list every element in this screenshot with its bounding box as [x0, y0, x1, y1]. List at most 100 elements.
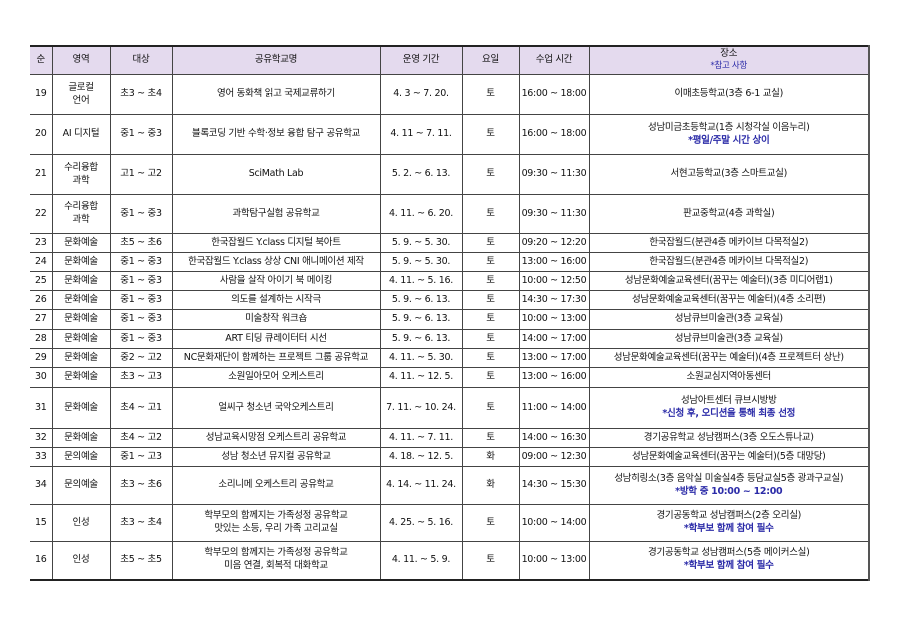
row-area: 문화예술: [51, 252, 111, 272]
row-target: 초4 ~ 고2: [109, 428, 173, 448]
header-no: 순: [30, 45, 53, 75]
row-day: 토: [461, 290, 520, 310]
row-place-text: 성남큐브미술관(3층 교육실): [674, 313, 783, 325]
header-name: 공유학교명: [171, 45, 381, 75]
row-no: 29: [30, 348, 53, 368]
row-target: 중1 ~ 중3: [109, 290, 173, 310]
row-target: 중2 ~ 고2: [109, 348, 173, 368]
row-area-line: 수리융합: [64, 201, 98, 213]
row-name-line: 얼씨구 청소년 국악오케스트리: [218, 401, 334, 413]
row-place: 성남문화예술교육센터(꿈꾸는 예술터)(5층 대망당): [588, 447, 870, 467]
table-row: 16 인성 초5 ~ 초5 학부모의 함께지는 가족성정 공유학교 미음 연결, 회복적…: [30, 541, 870, 580]
row-name-line: 영어 동화책 읽고 국제교류하기: [217, 88, 335, 100]
row-period: 4. 3 ~ 7. 20.: [379, 74, 463, 115]
row-day: 토: [461, 367, 520, 388]
row-area-line: 글로컬: [68, 81, 94, 93]
row-target: 초5 ~ 초5: [109, 541, 173, 580]
row-day: 토: [461, 504, 520, 542]
row-target: 초4 ~ 고1: [109, 387, 173, 429]
row-place-text: 성남미금초등학교(1층 시청각실 이음누리): [648, 121, 810, 133]
row-name: 소리니메 오케스트리 공유학교: [171, 466, 381, 505]
row-area-line: 문화예술: [64, 431, 98, 443]
row-name: NC문화재단이 함께하는 프로젝트 그룹 공유학교: [171, 348, 381, 368]
row-place-text: 성남문화예술교육센터(꿈꾸는 예술터)(4층 프로젝트터 상난): [613, 351, 844, 363]
row-period: 5. 9. ~ 5. 30.: [379, 252, 463, 272]
row-period: 5. 9. ~ 6. 13.: [379, 309, 463, 330]
table-row: 32 문화예술 초4 ~ 고2 성남교육시망점 오케스트리 공유학교 4. 11. ~ …: [30, 428, 870, 448]
row-period: 4. 11. ~ 5. 30.: [379, 348, 463, 368]
row-no: 24: [30, 252, 53, 272]
row-no: 21: [30, 154, 53, 195]
row-place-text: 경기공유학교 성남캠퍼스(3층 오도스튜나교): [643, 431, 814, 443]
row-area-line: 문화예술: [64, 351, 98, 363]
row-name: 학부모의 함께지는 가족성정 공유학교 맛있는 소등, 우리 가족 고리교실: [171, 504, 381, 542]
row-name: SciMath Lab: [171, 154, 381, 195]
row-no: 33: [30, 447, 53, 467]
row-target: 중1 ~ 중3: [109, 114, 173, 155]
row-name: ART 티딩 큐레이터터 시선: [171, 329, 381, 349]
row-time: 14:00 ~ 17:00: [518, 329, 590, 349]
row-name: 성남 청소년 뮤지컬 공유학교: [171, 447, 381, 467]
row-name: 영어 동화책 읽고 국제교류하기: [171, 74, 381, 115]
row-time: 13:00 ~ 17:00: [518, 348, 590, 368]
row-name: 과학탐구실험 공유학교: [171, 194, 381, 234]
row-time: 10:00 ~ 13:00: [518, 309, 590, 330]
row-no: 31: [30, 387, 53, 429]
row-area: 문의예술: [51, 447, 111, 467]
row-period: 4. 11 ~ 7. 11.: [379, 114, 463, 155]
row-period: 5. 2. ~ 6. 13.: [379, 154, 463, 195]
table-row: 26 문화예술 중1 ~ 중3 의도를 설계하는 시작극 5. 9. ~ 6. 13. 토…: [30, 290, 870, 310]
row-period: 5. 9. ~ 6. 13.: [379, 329, 463, 349]
row-name: 한국잡월드 Y.class 상상 CNI 애니메이션 제작: [171, 252, 381, 272]
row-target: 중1 ~ 중3: [109, 329, 173, 349]
row-place: 한국잡월드(분관4층 메카이브 다목적실2): [588, 233, 870, 253]
row-place-text: 소원교심지역아동센터: [686, 371, 772, 383]
row-area-line: 인성: [72, 516, 90, 528]
row-name-line: 학부모의 함께지는 가족성정 공유학교: [204, 510, 348, 522]
row-place: 경기공동학교 성남캠퍼스(5층 메이커스실) *학부보 함께 참여 필수: [588, 541, 870, 580]
table-row: 27 문화예술 중1 ~ 중3 미술창작 워크숍 5. 9. ~ 6. 13. 토 10:0…: [30, 309, 870, 330]
row-place-note: *학부보 함께 참여 필수: [683, 560, 774, 572]
row-place-text: 성남문화예술교육센터(꿈꾸는 예술터)(3층 미디어랩1): [624, 274, 833, 286]
row-place: 한국잡월드(분관4층 메카이브 다목적실2): [588, 252, 870, 272]
table-row: 23 문화예술 초5 ~ 초6 한국잡월드 Y.class 디지털 북아트 5. 9. …: [30, 233, 870, 253]
row-time: 13:00 ~ 16:00: [518, 367, 590, 388]
header-area: 영역: [51, 45, 111, 75]
row-place-text: 성남히링소(3층 음악실 미술실4층 등담교실5층 광과구교실): [614, 472, 844, 484]
row-no: 27: [30, 309, 53, 330]
row-place-note: *평일/주말 시간 상이: [688, 134, 770, 146]
row-area: 수리융합 과학: [51, 154, 111, 195]
row-period: 4. 11. ~ 6. 20.: [379, 194, 463, 234]
row-day: 토: [461, 541, 520, 580]
table-row: 20 AI 디지털 중1 ~ 중3 블록코딩 기반 수학·정보 융합 탐구 공유학교 4…: [30, 114, 870, 155]
row-target: 중1 ~ 중3: [109, 309, 173, 330]
header-place-note: *참고 사항: [710, 61, 748, 72]
row-target: 고1 ~ 고2: [109, 154, 173, 195]
row-time: 10:00 ~ 12:50: [518, 271, 590, 291]
row-name: 한국잡월드 Y.class 디지털 북아트: [171, 233, 381, 253]
row-place-text: 한국잡월드(분관4층 메카이브 다목적실2): [649, 236, 809, 248]
row-area: 문화예술: [51, 309, 111, 330]
row-day: 토: [461, 329, 520, 349]
row-time: 09:30 ~ 11:30: [518, 154, 590, 195]
row-area: 인성: [51, 541, 111, 580]
row-area: AI 디지털: [51, 114, 111, 155]
header-place-label: 장소: [720, 48, 738, 60]
row-target: 초5 ~ 초6: [109, 233, 173, 253]
row-name-line: 한국잡월드 Y.class 상상 CNI 애니메이션 제작: [188, 255, 364, 267]
row-area-line: 문화예술: [64, 401, 98, 413]
row-place: 성남문화예술교육센터(꿈꾸는 예술터)(3층 미디어랩1): [588, 271, 870, 291]
header-period: 운영 기간: [379, 45, 463, 75]
table-row: 31 문화예술 초4 ~ 고1 얼씨구 청소년 국악오케스트리 7. 11. ~ 10.…: [30, 387, 870, 429]
table-row: 33 문의예술 중1 ~ 고3 성남 청소년 뮤지컬 공유학교 4. 18. ~ 12.…: [30, 447, 870, 467]
row-time: 10:00 ~ 13:00: [518, 541, 590, 580]
row-place-note: *학부보 함께 참여 필수: [683, 523, 774, 534]
row-no: 19: [30, 74, 53, 115]
row-no: 22: [30, 194, 53, 234]
row-place: 경기공유학교 성남캠퍼스(3층 오도스튜나교): [588, 428, 870, 448]
row-area: 인성: [51, 504, 111, 542]
row-place-text: 경기공동학교 성남캠퍼스(2층 오리실): [656, 510, 802, 522]
row-place: 성남큐브미술관(3층 교육실): [588, 329, 870, 349]
row-name-line: 한국잡월드 Y.class 디지털 북아트: [211, 236, 341, 248]
table-row: 25 문화예술 중1 ~ 중3 사람을 살작 아이기 북 메이킹 4. 11. ~ 5.…: [30, 271, 870, 291]
